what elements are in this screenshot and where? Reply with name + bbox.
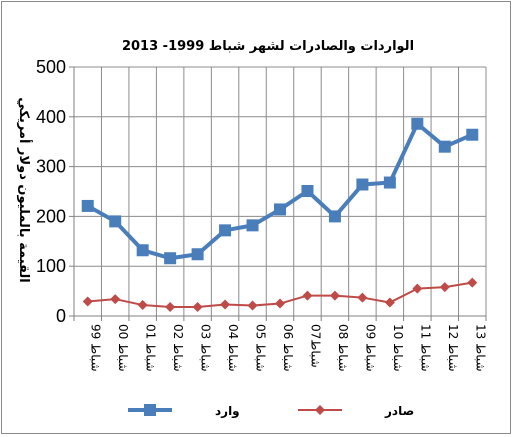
data-point [467, 277, 478, 288]
x-tick-label: شباط 06 [281, 324, 295, 372]
x-tick-label: شباط07 [308, 324, 322, 368]
data-point [357, 292, 368, 303]
data-point [439, 282, 450, 293]
data-point [192, 302, 203, 313]
y-axis-label: القيمة بالمليون دولار أمريكي [16, 97, 33, 283]
data-point [383, 176, 396, 189]
y-tick-label: 200 [36, 206, 66, 226]
y-tick-label: 500 [36, 57, 66, 77]
data-point [82, 296, 93, 307]
series-layer [81, 117, 479, 313]
legend-marker [315, 405, 325, 415]
y-tick-label: 100 [36, 256, 66, 276]
y-tick-label: 0 [56, 306, 66, 326]
data-point [302, 290, 313, 301]
legend-marker [144, 404, 156, 416]
x-tick-label: شباط 13 [473, 324, 487, 372]
legend-item-2: صادر [298, 404, 414, 418]
series-1 [81, 117, 479, 265]
data-point [329, 290, 340, 301]
chart-title: الواردات والصادرات لشهر شباط 1999- 2013 [122, 39, 414, 54]
data-point [137, 300, 148, 311]
data-point [136, 244, 149, 257]
legend-item-1: وارد [128, 404, 240, 419]
series-line [86, 121, 474, 261]
axes [69, 66, 487, 321]
data-point [328, 210, 341, 223]
data-point [165, 302, 176, 313]
data-point [411, 117, 424, 130]
x-axis-ticks: شباط 99 شباط 00 شباط 01 شباط 02 شباط 03 شباط … [89, 324, 488, 372]
x-tick-label: شباط 03 [199, 324, 213, 372]
x-tick-label: شباط 05 [254, 324, 268, 372]
x-tick-label: شباط 09 [363, 324, 377, 372]
data-point [246, 219, 259, 232]
data-point [220, 299, 231, 310]
y-tick-label: 400 [36, 107, 66, 127]
x-tick-label: شباط 02 [171, 324, 185, 372]
data-point [275, 298, 285, 309]
data-point [301, 185, 314, 198]
legend: وارد صادر [128, 404, 414, 419]
x-tick-label: شباط 00 [116, 324, 130, 372]
x-tick-label: شباط 08 [336, 324, 350, 372]
legend-label: وارد [215, 404, 240, 419]
data-point [81, 199, 94, 212]
x-tick-label: شباط 11 [418, 324, 432, 372]
data-point [438, 140, 451, 153]
data-point [274, 203, 286, 216]
x-tick-label: شباط 99 [89, 324, 103, 372]
data-point [164, 252, 177, 265]
data-point [356, 178, 369, 191]
data-point [110, 294, 121, 305]
x-tick-label: شباط 01 [144, 324, 158, 372]
data-point [219, 224, 232, 237]
data-point [109, 215, 122, 228]
x-tick-label: شباط 10 [391, 324, 405, 372]
x-tick-label: شباط 04 [226, 324, 240, 372]
series-2 [82, 277, 478, 313]
plot-grid [74, 66, 487, 317]
x-tick-label: شباط 12 [446, 324, 460, 372]
legend-label: صادر [384, 404, 414, 418]
data-point [412, 283, 423, 294]
data-point [247, 300, 258, 311]
y-axis-ticks: 0 100 200 300 400 500 [36, 57, 66, 326]
data-point [466, 128, 479, 141]
data-point [384, 297, 395, 308]
data-point [191, 248, 204, 261]
y-tick-label: 300 [36, 157, 66, 177]
